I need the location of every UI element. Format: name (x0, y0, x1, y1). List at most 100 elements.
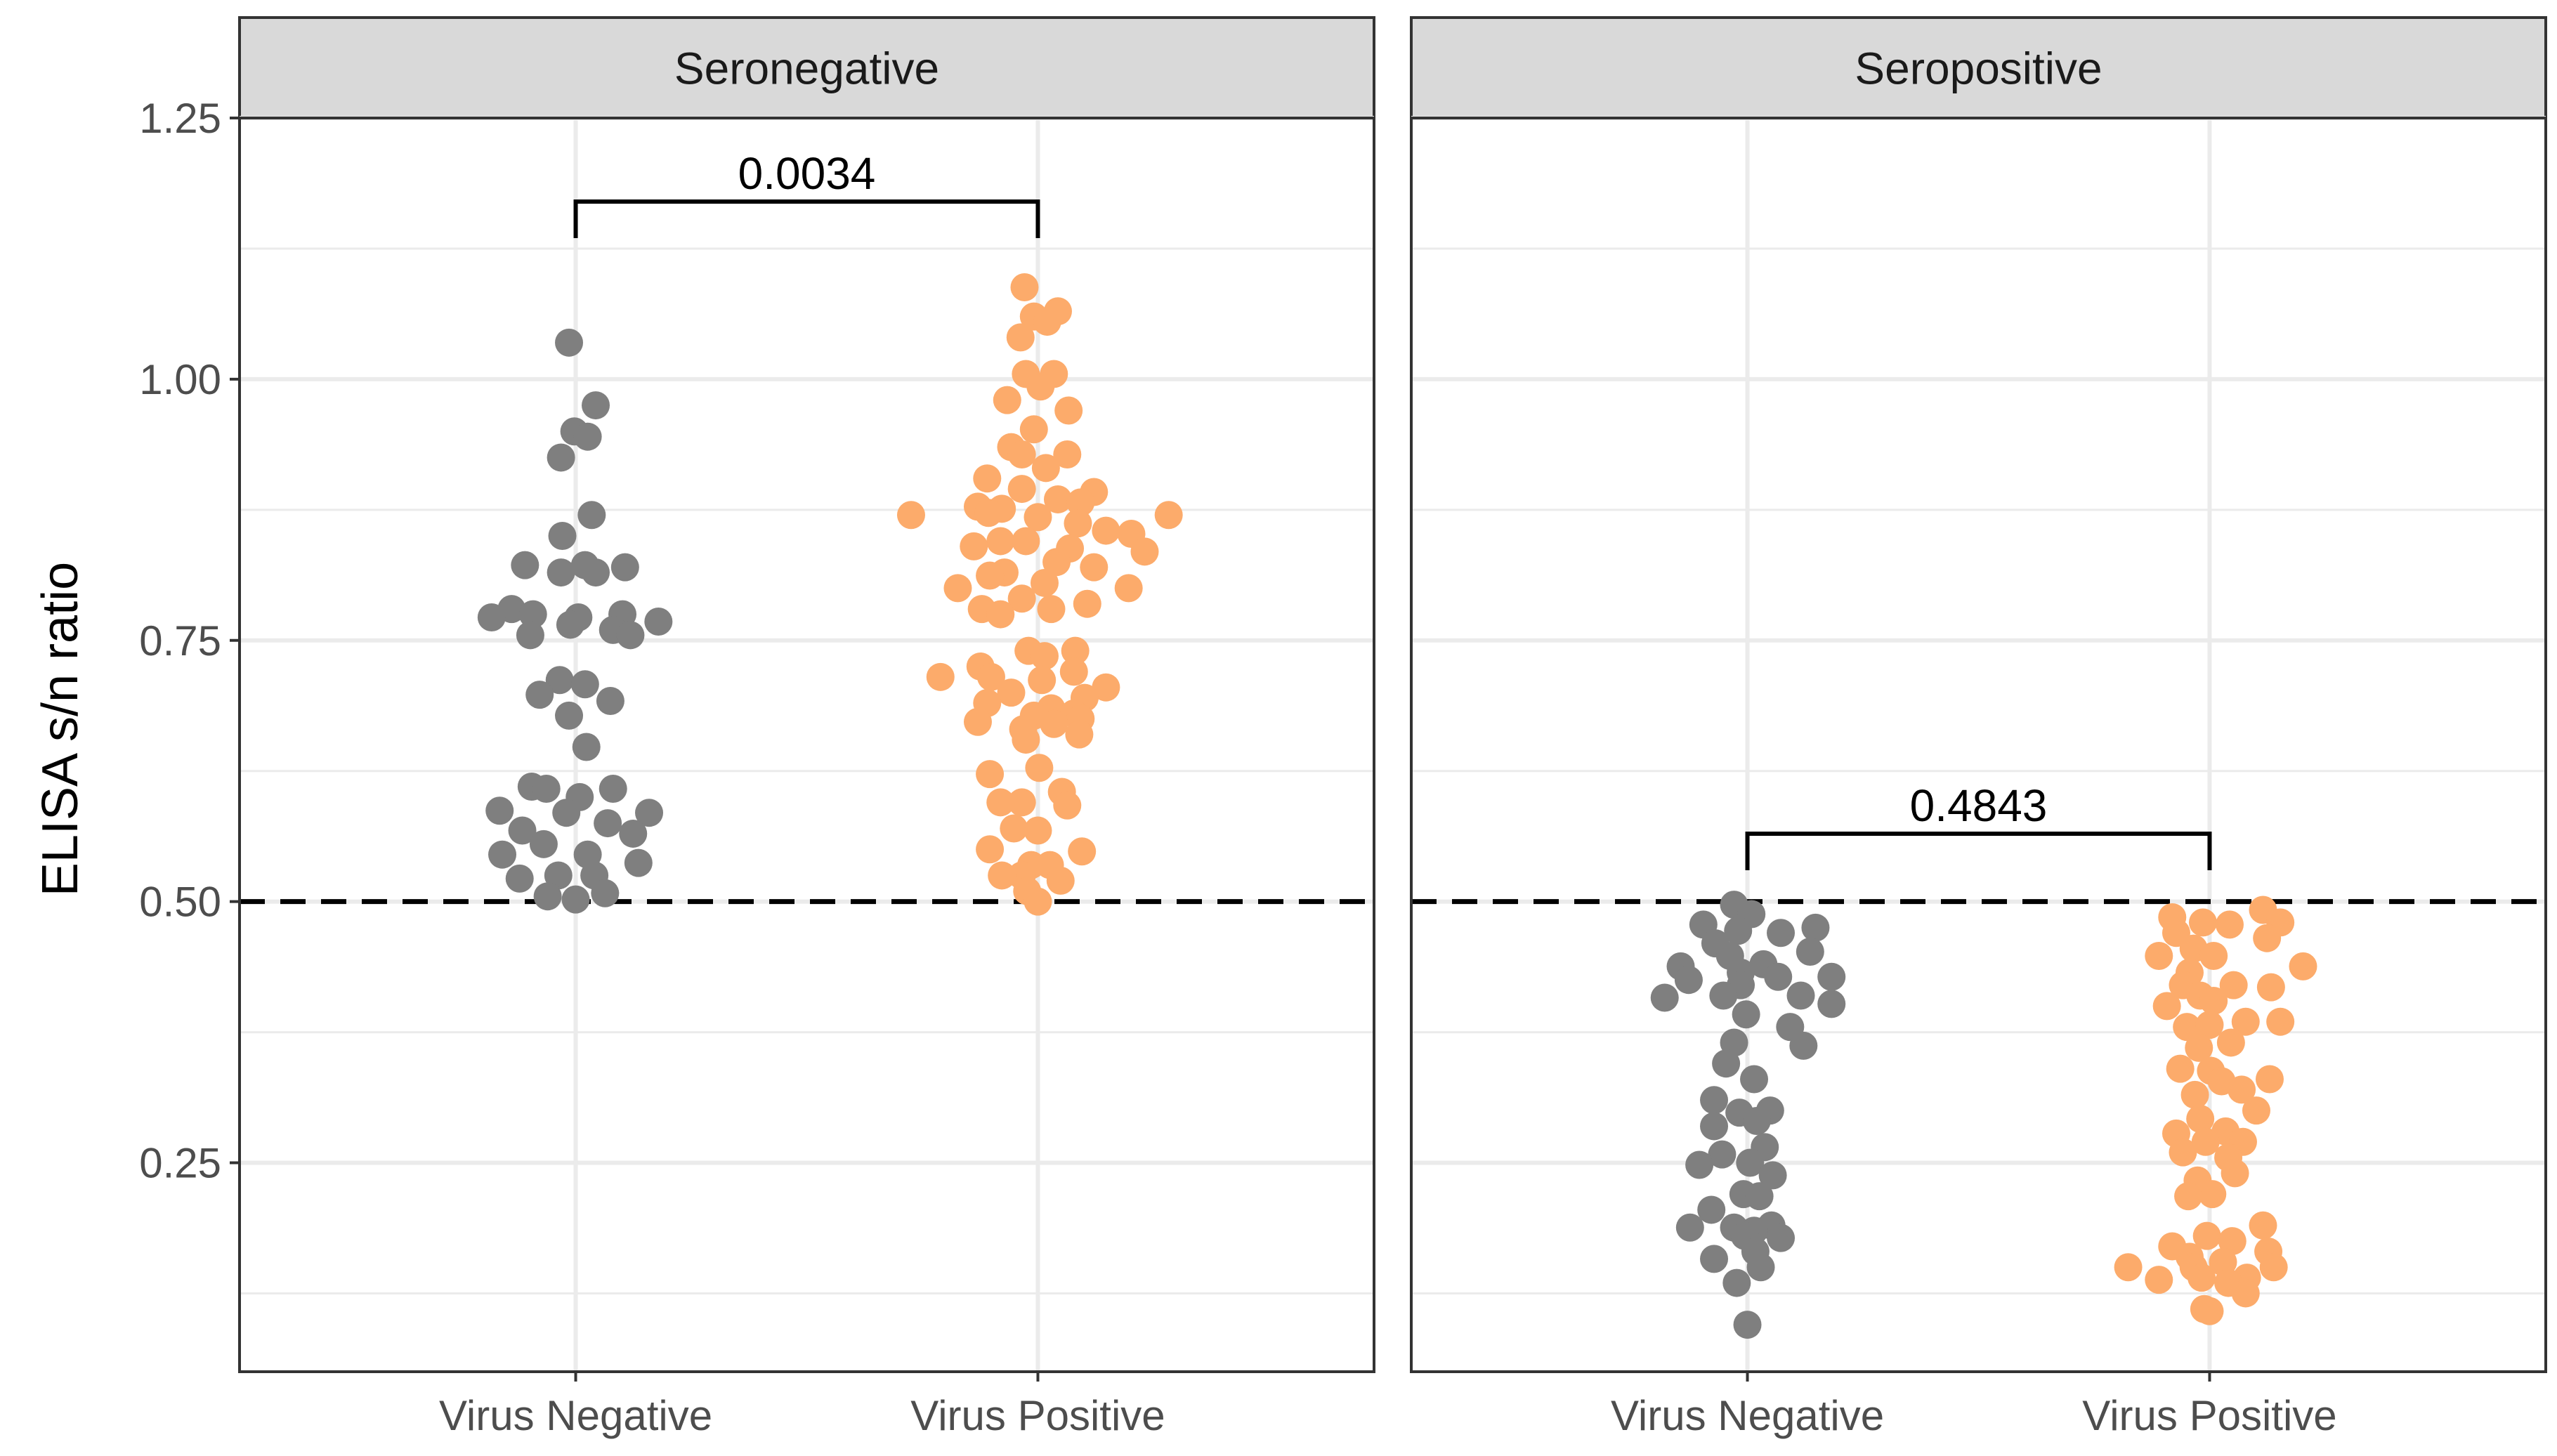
plot-background (1411, 118, 2546, 1372)
data-point (573, 422, 602, 451)
data-point (1012, 726, 1040, 754)
data-point (1742, 1107, 1771, 1135)
data-point (518, 600, 547, 629)
data-point (1025, 754, 1054, 782)
data-point (1758, 1161, 1787, 1190)
data-point (1007, 440, 1036, 468)
data-point (2255, 1065, 2284, 1094)
data-point (2188, 908, 2217, 937)
data-point (974, 499, 1003, 527)
data-point (1745, 1182, 1774, 1211)
significance-bracket (1745, 831, 2212, 870)
data-point (2185, 1033, 2213, 1062)
data-point (1007, 788, 1036, 817)
data-point (2186, 1105, 2215, 1134)
data-point (1000, 814, 1028, 843)
data-point (508, 816, 537, 845)
data-point (635, 799, 664, 827)
data-point (547, 443, 575, 472)
facet-strip (1410, 16, 2547, 119)
data-point (525, 681, 554, 709)
y-axis-title: ELISA s/n ratio (32, 562, 89, 896)
data-point (2198, 1180, 2227, 1209)
data-point (1028, 666, 1057, 695)
data-point (572, 733, 601, 761)
data-point (1006, 323, 1035, 352)
y-tick-label: 1.25 (139, 95, 221, 142)
data-point (1024, 503, 1052, 532)
data-point (1092, 673, 1120, 702)
data-point (1154, 501, 1183, 530)
data-point (1068, 837, 1097, 866)
data-point (2219, 971, 2248, 999)
data-point (2228, 1075, 2256, 1104)
data-point (516, 621, 544, 650)
data-point (2215, 910, 2244, 939)
data-point (1030, 568, 1059, 597)
data-point (1722, 1268, 1751, 1297)
data-point (545, 666, 574, 695)
data-point (960, 532, 988, 560)
data-point (1732, 1000, 1760, 1029)
data-point (2166, 1054, 2195, 1083)
data-point (1114, 574, 1143, 603)
data-point (1767, 1224, 1796, 1252)
data-point (976, 835, 1005, 864)
panel-border (1410, 117, 2547, 1373)
data-point (1740, 1065, 1769, 1094)
facet-strip (238, 16, 1375, 119)
data-point (548, 522, 577, 550)
data-point (2199, 941, 2228, 970)
data-point (1697, 1195, 1726, 1224)
data-point (1043, 485, 1072, 513)
data-point (1054, 396, 1083, 425)
data-point (2216, 1028, 2245, 1057)
data-point (1019, 415, 1048, 444)
data-point (1767, 919, 1796, 947)
data-point (1061, 636, 1090, 665)
data-point (547, 558, 575, 587)
data-point (1700, 1245, 1729, 1273)
data-point (976, 561, 1005, 590)
data-point (1733, 1311, 1762, 1339)
data-point (1065, 720, 1094, 749)
data-point (616, 621, 645, 650)
data-point (1817, 990, 1846, 1018)
y-tick-label: 1.00 (139, 356, 221, 403)
data-point (2195, 1297, 2224, 1325)
data-point (1801, 913, 1830, 942)
data-point (1042, 548, 1071, 577)
data-point (1685, 1150, 1714, 1179)
data-point (624, 848, 653, 877)
data-point (591, 879, 620, 907)
data-point (556, 610, 584, 639)
data-point (1059, 657, 1088, 686)
data-point (986, 527, 1015, 556)
data-point (1066, 488, 1095, 517)
data-point (561, 885, 590, 914)
data-point (1700, 1086, 1729, 1115)
data-point (477, 603, 506, 632)
data-point (570, 670, 599, 699)
y-tick-label: 0.25 (139, 1140, 221, 1187)
data-point (1080, 553, 1109, 582)
significance-bracket (573, 199, 1040, 238)
data-point (1024, 887, 1052, 916)
data-point (1033, 308, 1061, 336)
data-point (997, 678, 1026, 707)
p-value-label: 0.0034 (738, 148, 876, 199)
data-point (544, 861, 573, 890)
data-point (1700, 1112, 1729, 1141)
data-point (1040, 709, 1068, 738)
data-point (1796, 938, 1824, 966)
data-point (582, 391, 610, 420)
data-point (485, 796, 514, 825)
data-point (1064, 509, 1092, 538)
data-point (2174, 1182, 2203, 1211)
series-virus-negative (1650, 891, 1846, 1339)
data-point (1736, 1148, 1765, 1177)
x-tick-label: Virus Positive (2082, 1392, 2336, 1439)
data-point (511, 551, 539, 579)
p-value-label: 0.4843 (1910, 780, 2048, 831)
